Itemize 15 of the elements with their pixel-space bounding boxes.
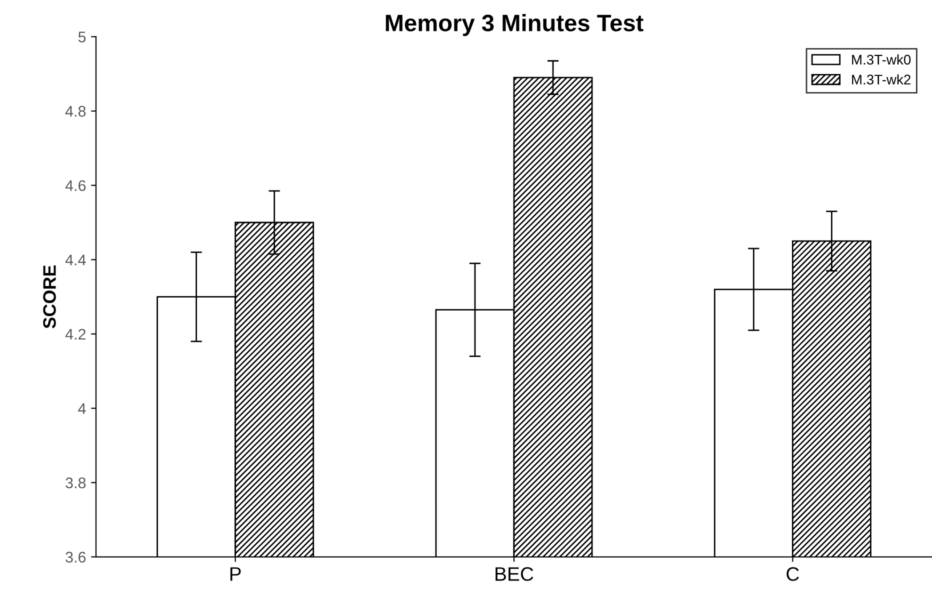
legend-label: M.3T-wk2 [852,74,910,85]
legend-label: M.3T-wk0 [852,54,911,65]
y-tick-label: 4.2 [65,328,86,340]
x-tick-label: BEC [496,567,534,581]
y-tick-label: 3.8 [66,477,86,488]
y-tick-label: 4.8 [65,106,86,117]
y-tick-label: 4.6 [65,180,86,192]
x-tick-label: P [230,567,241,581]
chart-title: Memory 3 Minutes Test [386,14,644,36]
y-axis-title: SCORE [43,265,56,328]
y-tick-label: 5 [78,32,86,42]
x-tick-label: C [786,567,799,581]
y-tick-label: 3.6 [66,552,86,563]
y-tick-label: 4 [78,403,86,414]
y-tick-label: 4.4 [65,254,86,266]
